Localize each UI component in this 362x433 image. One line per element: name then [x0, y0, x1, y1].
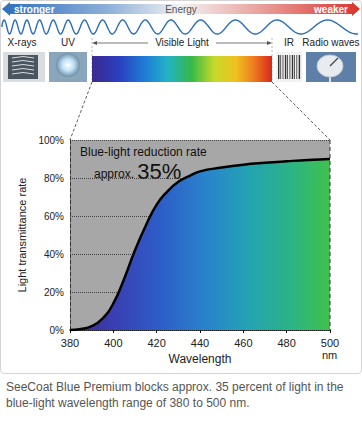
svg-text:420: 420: [147, 337, 165, 349]
svg-text:80%: 80%: [44, 173, 64, 184]
svg-text:stronger: stronger: [14, 4, 55, 15]
svg-text:100%: 100%: [38, 135, 64, 146]
svg-text:Radio waves: Radio waves: [302, 37, 359, 48]
svg-text:460: 460: [234, 337, 252, 349]
svg-text:380: 380: [61, 337, 79, 349]
svg-text:480: 480: [277, 337, 295, 349]
svg-text:UV: UV: [61, 37, 75, 48]
svg-text:20%: 20%: [44, 287, 64, 298]
svg-text:40%: 40%: [44, 249, 64, 260]
svg-text:35%: 35%: [137, 159, 181, 184]
svg-text:Wavelength: Wavelength: [169, 352, 232, 366]
svg-text:500: 500: [321, 337, 339, 349]
svg-text:Energy: Energy: [165, 4, 197, 15]
svg-text:approx.: approx.: [94, 167, 134, 181]
svg-text:Blue-light reduction rate: Blue-light reduction rate: [80, 145, 207, 159]
svg-text:440: 440: [191, 337, 209, 349]
svg-text:400: 400: [104, 337, 122, 349]
svg-text:Visible Light: Visible Light: [155, 37, 209, 48]
svg-text:60%: 60%: [44, 211, 64, 222]
svg-text:weaker: weaker: [313, 4, 348, 15]
svg-text:X-rays: X-rays: [8, 37, 37, 48]
svg-text:Light transmittance rate: Light transmittance rate: [16, 178, 28, 293]
html-text:SeeCoat Blue Premium blocks ap: SeeCoat Blue Premium blocks approx. 35 p…: [6, 380, 344, 410]
svg-text:0%: 0%: [50, 325, 65, 336]
svg-text:IR: IR: [284, 37, 294, 48]
svg-text:nm: nm: [322, 349, 337, 361]
